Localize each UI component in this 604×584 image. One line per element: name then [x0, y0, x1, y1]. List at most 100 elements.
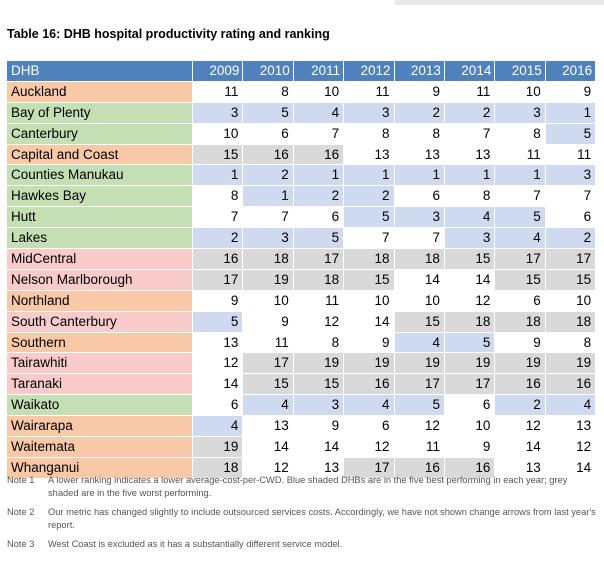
rank-cell: 7 [393, 227, 445, 250]
rank-cell: 7 [191, 206, 244, 229]
rank-cell: 11 [494, 143, 546, 166]
table-row: Taranaki 14 15 15 16 17 17 16 16 [6, 373, 597, 396]
rank-cell: 11 [242, 331, 294, 354]
rank-cell: 8 [191, 185, 244, 208]
table-row: Auckland 11 8 10 11 9 11 10 9 [6, 80, 597, 103]
rank-cell: 10 [443, 415, 496, 438]
rank-cell: 1 [191, 164, 244, 187]
rank-cell: 12 [343, 436, 395, 458]
column-header-year: 2014 [443, 60, 496, 82]
dhb-name-cell: Taranaki [6, 373, 193, 396]
rank-cell: 13 [343, 143, 395, 166]
rank-cell: 5 [393, 394, 445, 417]
table-row: Waikato 6 4 3 4 5 6 2 4 [6, 394, 597, 417]
rank-cell: 1 [292, 164, 345, 187]
note-text: Our metric has changed slightly to inclu… [48, 507, 596, 530]
rank-cell: 6 [191, 394, 244, 417]
rank-cell: 12 [494, 415, 546, 438]
rank-cell: 10 [191, 122, 244, 145]
note-label: Note 2 [7, 507, 35, 517]
table-title: Table 16: DHB hospital productivity rati… [7, 27, 330, 41]
rank-cell: 14 [544, 456, 597, 479]
dhb-name-cell: Canterbury [6, 122, 193, 145]
table-row: Counties Manukau 1 2 1 1 1 1 1 3 [6, 164, 597, 187]
rank-cell: 11 [393, 436, 445, 458]
column-header-year: 2015 [494, 60, 546, 82]
rank-cell: 6 [343, 415, 395, 438]
dhb-name-cell: Waikato [6, 394, 193, 417]
rank-cell: 2 [544, 227, 597, 250]
dhb-name-cell: Northland [6, 289, 193, 312]
rank-cell: 17 [343, 456, 395, 479]
rank-cell: 1 [544, 101, 597, 124]
rank-cell: 16 [242, 143, 294, 166]
rank-cell: 9 [544, 80, 597, 103]
rank-cell: 18 [292, 268, 345, 291]
rank-cell: 18 [494, 310, 546, 333]
rank-cell: 5 [191, 310, 244, 333]
table-row: Lakes 2 3 5 7 7 3 4 2 [6, 227, 597, 250]
rank-cell: 15 [191, 143, 244, 166]
rank-cell: 13 [494, 456, 546, 479]
rank-cell: 7 [343, 227, 395, 250]
rank-cell: 3 [343, 101, 395, 124]
rank-cell: 16 [292, 143, 345, 166]
rank-cell: 18 [191, 456, 244, 479]
rank-cell: 18 [242, 248, 294, 270]
top-decorative-band [395, 0, 604, 5]
rank-cell: 17 [292, 248, 345, 270]
column-header-year: 2013 [393, 60, 445, 82]
rank-cell: 15 [393, 310, 445, 333]
rank-cell: 16 [443, 456, 496, 479]
table-row: Capital and Coast 15 16 16 13 13 13 11 11 [6, 143, 597, 166]
note-1: Note 1 A lower ranking indicates a lower… [7, 474, 599, 500]
rank-cell: 9 [292, 415, 345, 438]
rank-cell: 1 [443, 164, 496, 187]
rank-cell: 12 [191, 352, 244, 375]
dhb-name-cell: Counties Manukau [6, 164, 193, 187]
rank-cell: 18 [544, 310, 597, 333]
rank-cell: 15 [242, 373, 294, 396]
rank-cell: 9 [191, 289, 244, 312]
rank-cell: 10 [292, 80, 345, 103]
rank-cell: 15 [443, 248, 496, 270]
rank-cell: 9 [494, 331, 546, 354]
dhb-name-cell: Whanganui [6, 456, 193, 479]
rank-cell: 2 [191, 227, 244, 250]
rank-cell: 5 [494, 206, 546, 229]
rank-cell: 16 [544, 373, 597, 396]
rank-cell: 5 [242, 101, 294, 124]
rank-cell: 9 [242, 310, 294, 333]
rank-cell: 17 [393, 373, 445, 396]
table-row: Hutt 7 7 6 5 3 4 5 6 [6, 206, 597, 229]
dhb-name-cell: Capital and Coast [6, 143, 193, 166]
dhb-name-cell: Hawkes Bay [6, 185, 193, 208]
notes-section: Note 1 A lower ranking indicates a lower… [7, 474, 599, 557]
rank-cell: 7 [242, 206, 294, 229]
rank-cell: 19 [393, 352, 445, 375]
table-row: Tairawhiti 12 17 19 19 19 19 19 19 [6, 352, 597, 375]
table-row: MidCentral 16 18 17 18 18 15 17 17 [6, 248, 597, 270]
note-3: Note 3 West Coast is excluded as it has … [7, 538, 599, 551]
rank-cell: 8 [242, 80, 294, 103]
rank-cell: 13 [292, 456, 345, 479]
rank-cell: 4 [242, 394, 294, 417]
rank-cell: 8 [443, 185, 496, 208]
rank-cell: 1 [343, 164, 395, 187]
rank-cell: 10 [544, 289, 597, 312]
table-row: Bay of Plenty 3 5 4 3 2 2 3 1 [6, 101, 597, 124]
rank-cell: 5 [292, 227, 345, 250]
rank-cell: 15 [343, 268, 395, 291]
rank-cell: 6 [292, 206, 345, 229]
rank-cell: 7 [544, 185, 597, 208]
rank-cell: 1 [494, 164, 546, 187]
dhb-name-cell: Lakes [6, 227, 193, 250]
rank-cell: 10 [494, 80, 546, 103]
dhb-name-cell: Hutt [6, 206, 193, 229]
rank-cell: 11 [191, 80, 244, 103]
rank-cell: 19 [494, 352, 546, 375]
rank-cell: 10 [393, 289, 445, 312]
rank-cell: 8 [393, 122, 445, 145]
rank-cell: 15 [292, 373, 345, 396]
rank-cell: 1 [242, 185, 294, 208]
